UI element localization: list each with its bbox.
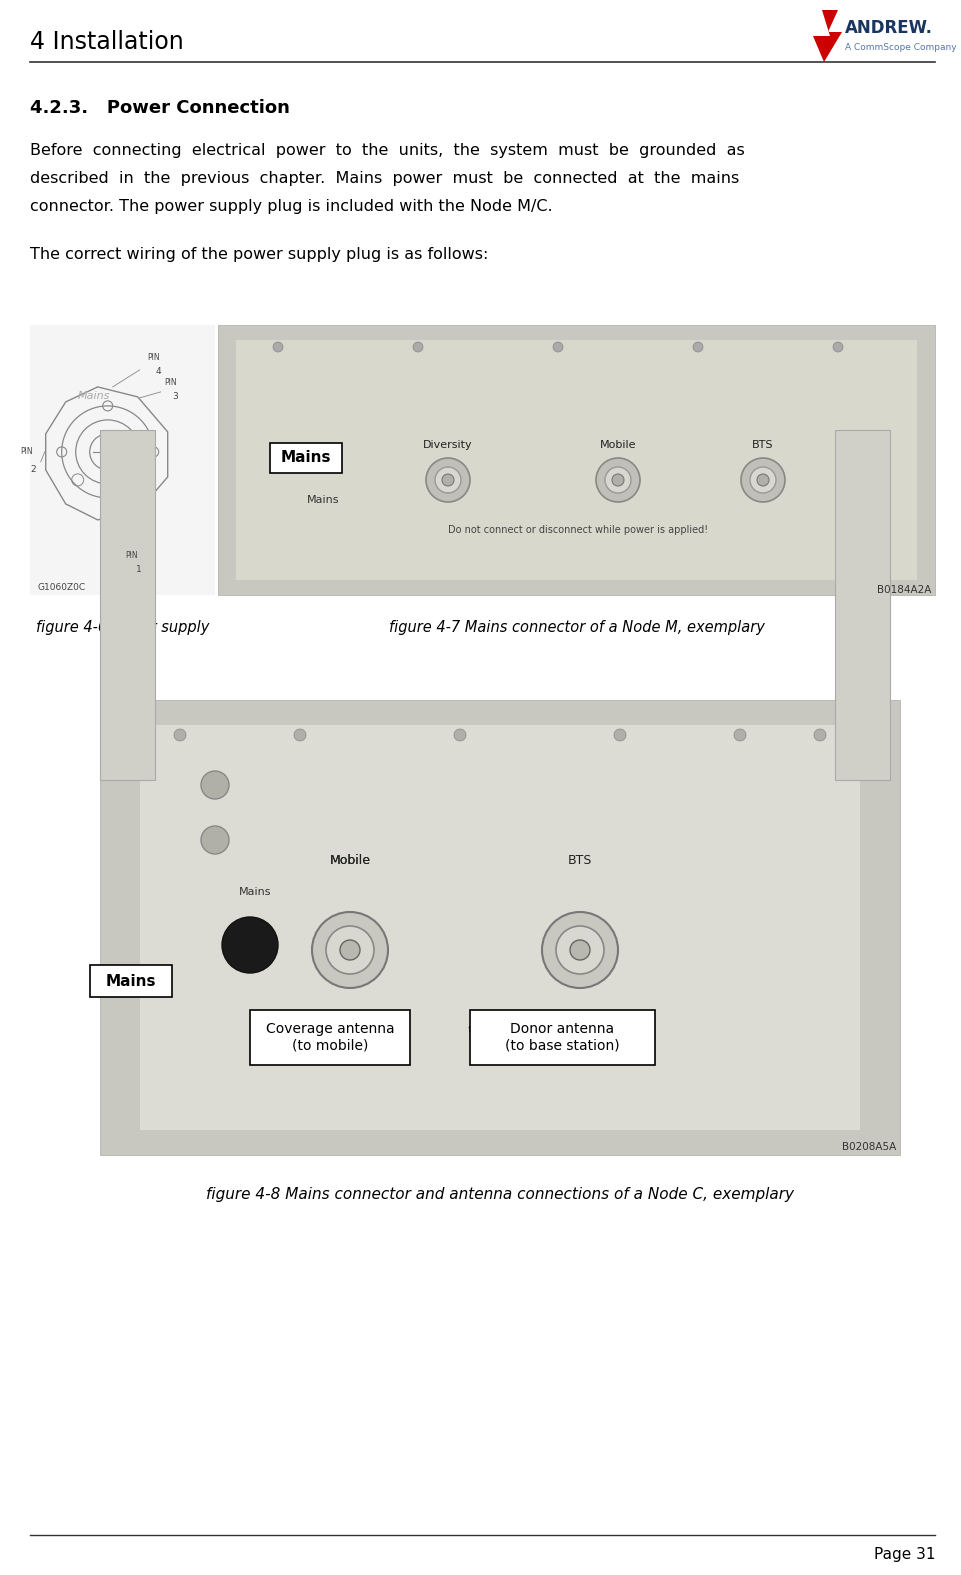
- Text: B0208A5A: B0208A5A: [842, 1142, 896, 1151]
- Circle shape: [596, 458, 640, 502]
- Text: Mobile: Mobile: [330, 854, 371, 866]
- Bar: [270, 443, 342, 472]
- Polygon shape: [813, 9, 842, 61]
- Bar: [470, 1010, 655, 1065]
- Text: 4 Installation: 4 Installation: [30, 30, 184, 54]
- Circle shape: [734, 729, 746, 740]
- Text: figure 4-6 Power supply: figure 4-6 Power supply: [36, 621, 209, 635]
- Circle shape: [542, 912, 618, 988]
- Text: Coverage antenna
(to mobile): Coverage antenna (to mobile): [265, 1022, 394, 1052]
- Bar: [90, 965, 172, 997]
- Bar: [250, 1010, 410, 1065]
- Circle shape: [312, 912, 388, 988]
- Text: The correct wiring of the power supply plug is as follows:: The correct wiring of the power supply p…: [30, 247, 488, 263]
- Text: B0184A2A: B0184A2A: [876, 584, 931, 595]
- Text: Before  connecting  electrical  power  to  the  units,  the  system  must  be  g: Before connecting electrical power to th…: [30, 142, 745, 158]
- Bar: [100, 699, 900, 1154]
- Circle shape: [570, 940, 590, 961]
- Text: figure 4-7 Mains connector of a Node M, exemplary: figure 4-7 Mains connector of a Node M, …: [388, 621, 764, 635]
- Text: 3: 3: [173, 392, 179, 402]
- Circle shape: [750, 468, 776, 493]
- Circle shape: [553, 342, 563, 351]
- Text: connector. The power supply plug is included with the Node M/C.: connector. The power supply plug is incl…: [30, 198, 553, 214]
- Circle shape: [605, 468, 631, 493]
- Circle shape: [340, 940, 360, 961]
- Text: Donor antenna
(to base station): Donor antenna (to base station): [505, 1022, 620, 1052]
- Text: Mains: Mains: [238, 887, 271, 898]
- Circle shape: [814, 729, 826, 740]
- Text: PIN: PIN: [148, 353, 160, 362]
- Text: Diversity: Diversity: [423, 439, 473, 450]
- Circle shape: [326, 926, 374, 973]
- Text: 1: 1: [136, 565, 141, 575]
- Text: G1060Z0C: G1060Z0C: [38, 583, 86, 592]
- Bar: [30, 324, 215, 595]
- Text: Mains: Mains: [106, 973, 157, 989]
- Text: Page 31: Page 31: [874, 1548, 935, 1562]
- Circle shape: [612, 474, 624, 487]
- Circle shape: [413, 342, 423, 351]
- Text: BTS: BTS: [568, 854, 592, 866]
- Text: t  while po: t while po: [468, 1025, 522, 1035]
- Text: PIN: PIN: [21, 447, 34, 457]
- Bar: [236, 340, 917, 580]
- Text: PIN: PIN: [126, 551, 138, 561]
- Text: A CommScope Company: A CommScope Company: [845, 44, 956, 52]
- Text: figure 4-8 Mains connector and antenna connections of a Node C, exemplary: figure 4-8 Mains connector and antenna c…: [206, 1188, 794, 1202]
- Text: 2: 2: [31, 465, 37, 474]
- Text: described  in  the  previous  chapter.  Mains  power  must  be  connected  at  t: described in the previous chapter. Mains…: [30, 170, 739, 186]
- Circle shape: [741, 458, 785, 502]
- Circle shape: [442, 474, 454, 487]
- Circle shape: [426, 458, 470, 502]
- Text: plug: plug: [107, 643, 138, 657]
- Text: Mobile: Mobile: [330, 854, 371, 866]
- Circle shape: [556, 926, 604, 973]
- Bar: [218, 324, 935, 595]
- Circle shape: [454, 729, 466, 740]
- Bar: [100, 430, 155, 780]
- Text: Mobile: Mobile: [600, 439, 636, 450]
- Text: 4: 4: [156, 367, 161, 376]
- Text: Mains: Mains: [281, 450, 332, 466]
- Circle shape: [757, 474, 769, 487]
- Text: 4.2.3.   Power Connection: 4.2.3. Power Connection: [30, 99, 290, 117]
- Circle shape: [693, 342, 703, 351]
- Text: Mains: Mains: [307, 495, 339, 506]
- Circle shape: [294, 729, 306, 740]
- Circle shape: [174, 729, 186, 740]
- Circle shape: [201, 825, 229, 854]
- Text: ANDREW.: ANDREW.: [845, 19, 933, 36]
- Text: PIN: PIN: [164, 378, 178, 387]
- Bar: [835, 430, 890, 780]
- Text: BTS: BTS: [752, 439, 774, 450]
- Circle shape: [201, 772, 229, 799]
- Text: Mains: Mains: [78, 391, 111, 402]
- Circle shape: [833, 342, 843, 351]
- Bar: [140, 724, 860, 1129]
- Text: Do not connect or disconnect while power is applied!: Do not connect or disconnect while power…: [448, 524, 708, 536]
- Circle shape: [222, 917, 278, 973]
- Circle shape: [614, 729, 626, 740]
- Circle shape: [435, 468, 461, 493]
- Circle shape: [273, 342, 283, 351]
